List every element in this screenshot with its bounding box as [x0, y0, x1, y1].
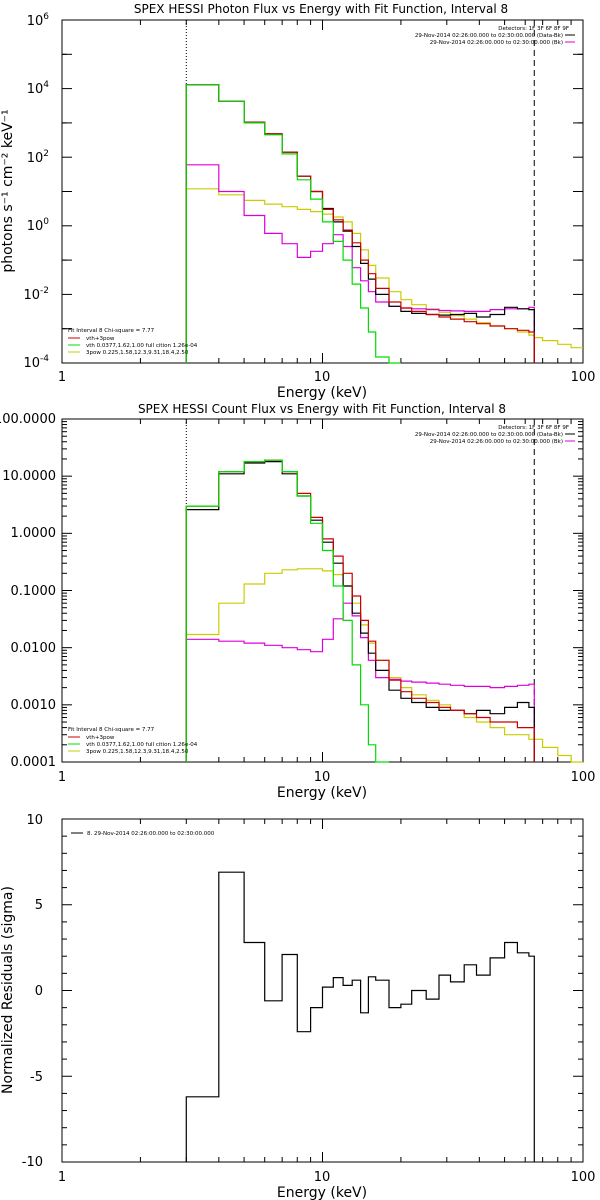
chart1-legend-detectors: Detectors: 1F 3F 6F 8F 9F: [498, 26, 569, 32]
chart2-ytick-label: 0.0100: [11, 641, 57, 656]
residuals-chart: -10 -5 0 5 10 1 10 100 Energy (keV) Norm…: [0, 813, 595, 1200]
chart1-legend-top-right: Detectors: 1F 3F 6F 8F 9F 29-Nov-2014 02…: [415, 26, 575, 46]
chart2-legend-bk: 29-Nov-2014 02:26:00.000 to 02:30:00.000…: [430, 439, 563, 445]
chart3-ytick-label: 5: [35, 898, 43, 913]
chart3-xtick-label: 100: [571, 1170, 596, 1185]
chart2-ytick-label: 100.0000: [0, 412, 56, 427]
series-vth-line: [185, 84, 401, 364]
chart2-xtick-label: 1: [58, 770, 66, 785]
chart3-x-axis-label: Energy (keV): [277, 1185, 367, 1200]
chart1-ytick-label: 104: [27, 80, 50, 97]
count-flux-chart: SPEX HESSI Count Flux vs Energy with Fit…: [0, 402, 595, 801]
chart3-ytick-label: 10: [26, 813, 43, 828]
chart3-ytick-label: -10: [22, 1155, 43, 1170]
chart2-legend-top-right: Detectors: 1F 3F 6F 8F 9F 29-Nov-2014 02…: [415, 425, 575, 445]
chart2-xtick-label: 100: [571, 770, 596, 785]
chart3-legend-interval: 8. 29-Nov-2014 02:26:00.000 to 02:30:00.…: [87, 831, 215, 837]
chart2-ytick-label: 1.0000: [11, 526, 57, 541]
chart1-ytick-label: 100: [27, 217, 50, 234]
chart2-x-axis-label: Energy (keV): [277, 785, 367, 801]
chart1-xtick-label: 100: [571, 370, 596, 385]
chart3-ytick-label: 0: [35, 984, 43, 999]
chart1-ytick-label: 102: [27, 149, 49, 166]
series-data-bk-line: [185, 84, 535, 363]
chart2-legend-vth3pow: vth+3pow: [86, 735, 115, 741]
chart3-y-axis-label: Normalized Residuals (sigma): [0, 886, 16, 1094]
chart2-ytick-label: 0.0010: [11, 698, 57, 713]
chart3-ticks: [61, 818, 583, 1163]
series-vth-3pow-line: [185, 459, 535, 762]
chart3-xtick-label: 1: [58, 1170, 66, 1185]
chart1-legend-vth3pow: vth+3pow: [86, 336, 115, 342]
chart1-legend-bk: 29-Nov-2014 02:26:00.000 to 02:30:00.000…: [430, 40, 563, 46]
chart2-legend-detectors: Detectors: 1F 3F 6F 8F 9F: [498, 425, 569, 431]
chart2-title: SPEX HESSI Count Flux vs Energy with Fit…: [138, 402, 506, 416]
chart1-legend-bottom-left: Fit Interval 8 Chi-square = 7.77 vth+3po…: [68, 328, 198, 356]
chart1-ytick-label: 10-2: [23, 286, 49, 303]
chart2-legend-bottom-left: Fit Interval 8 Chi-square = 7.77 vth+3po…: [68, 727, 198, 755]
chart2-legend-fit-interval: Fit Interval 8 Chi-square = 7.77: [68, 727, 155, 733]
series-bk-line: [185, 164, 535, 363]
chart2-series: [185, 459, 583, 763]
chart2-xtick-label: 10: [314, 770, 331, 785]
chart1-ticks: [61, 20, 583, 364]
chart1-title: SPEX HESSI Photon Flux vs Energy with Fi…: [134, 2, 508, 16]
chart1-legend-fit-interval: Fit Interval 8 Chi-square = 7.77: [68, 328, 155, 334]
chart1-legend-3pow: 3pow 0.225,1.58,12.3,9.31,18.4,2.50: [86, 350, 189, 356]
series-vth-line: [185, 459, 389, 763]
chart2-ytick-label: 0.0001: [11, 755, 57, 770]
chart2-ticks: [61, 419, 583, 763]
chart1-legend-vth: vth 0.0377,1.62,1.00 full cition 1.26e-0…: [86, 343, 198, 349]
series-vth-3pow-line: [185, 84, 535, 363]
series-residual-line: [185, 871, 535, 1162]
chart2-ytick-label: 10.0000: [2, 469, 56, 484]
chart1-y-axis-label: photons s⁻¹ cm⁻² keV⁻¹: [0, 109, 16, 272]
chart1-xtick-label: 10: [314, 370, 331, 385]
chart3-series: [185, 871, 535, 1162]
chart1-series: [185, 84, 583, 364]
series-3pow-line: [185, 568, 583, 763]
chart3-xtick-label: 10: [314, 1170, 331, 1185]
chart1-x-axis-label: Energy (keV): [277, 385, 367, 401]
chart2-ytick-label: 0.1000: [11, 584, 57, 599]
chart2-legend-data-bk: 29-Nov-2014 02:26:00.000 to 02:30:00.000…: [415, 432, 563, 438]
chart1-legend-data-bk: 29-Nov-2014 02:26:00.000 to 02:30:00.000…: [415, 33, 563, 39]
chart2-legend-vth: vth 0.0377,1.62,1.00 full cition 1.26e-0…: [86, 742, 198, 748]
chart2-legend-3pow: 3pow 0.225,1.58,12.3,9.31,18.4,2.50: [86, 749, 189, 755]
chart3-ytick-label: -5: [30, 1070, 43, 1085]
chart3-legend: 8. 29-Nov-2014 02:26:00.000 to 02:30:00.…: [71, 831, 215, 837]
photon-flux-chart: SPEX HESSI Photon Flux vs Energy with Fi…: [0, 2, 595, 401]
chart1-ytick-label: 106: [27, 12, 50, 29]
chart1-xtick-label: 1: [58, 370, 66, 385]
chart1-ytick-label: 10-4: [23, 354, 49, 371]
